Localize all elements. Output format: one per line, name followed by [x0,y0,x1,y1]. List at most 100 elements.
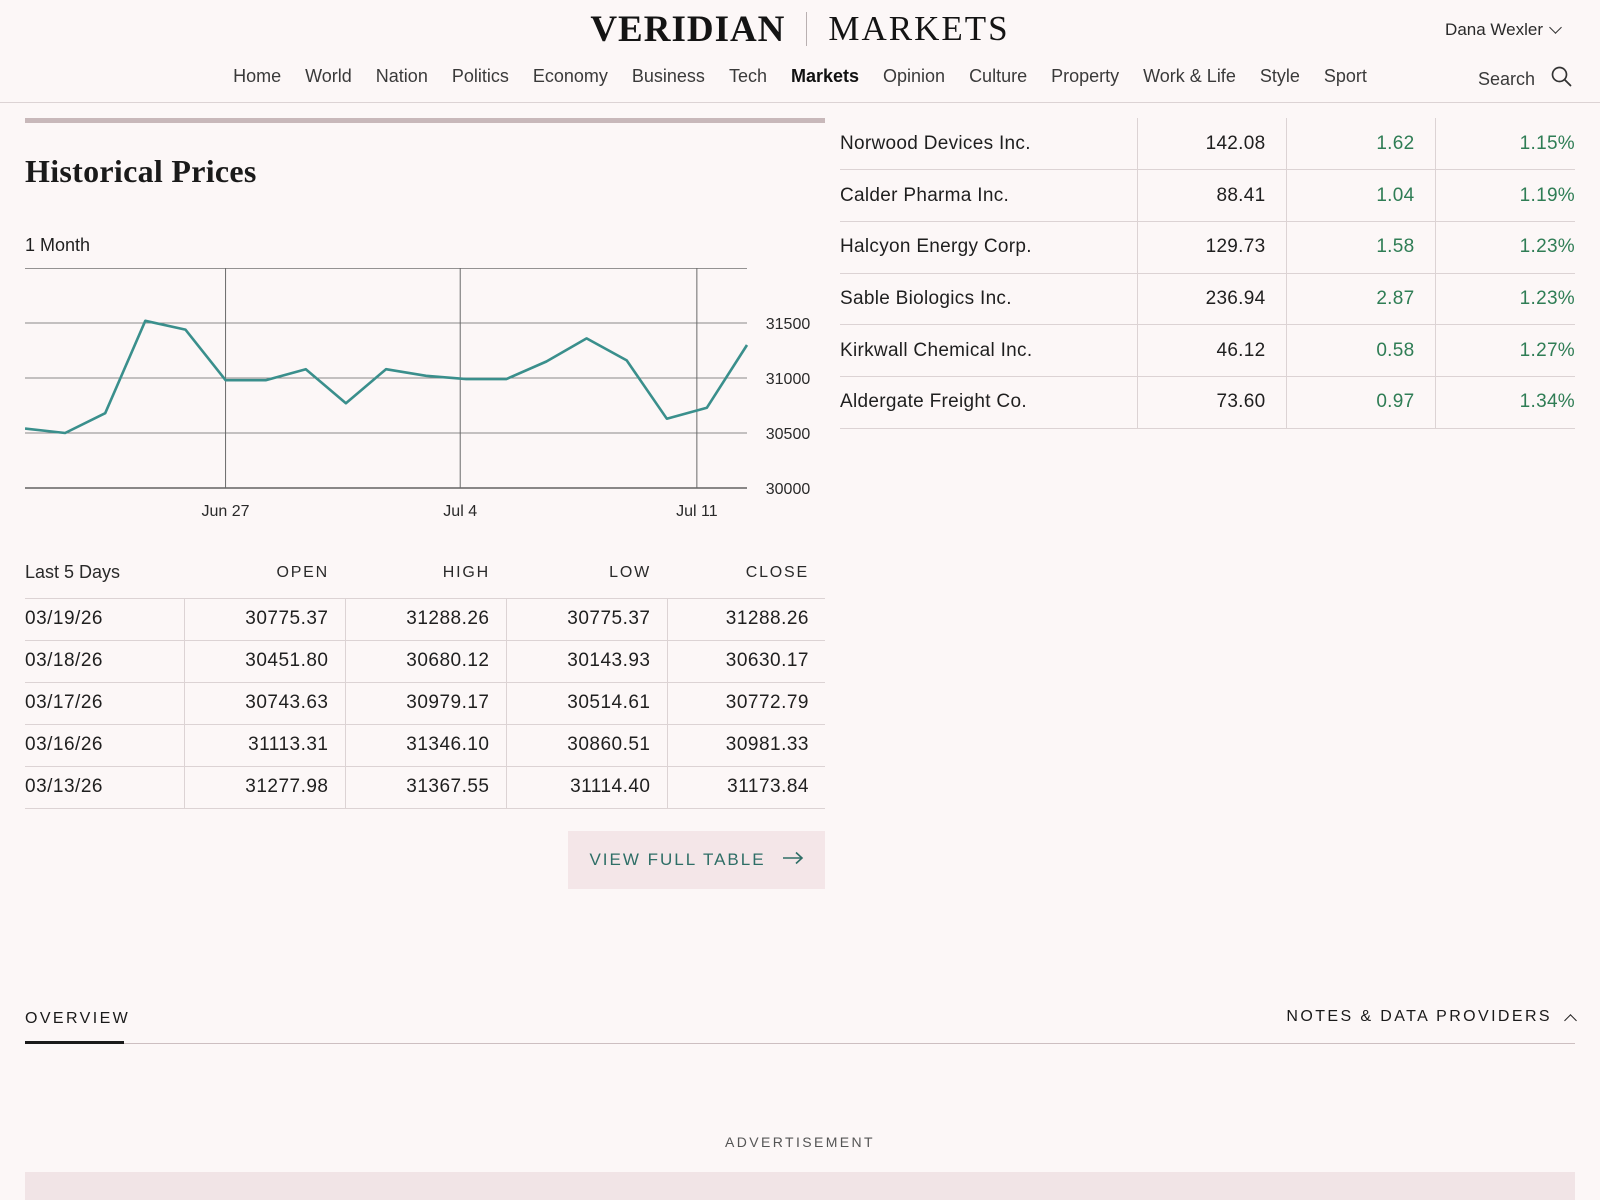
nav-item-home[interactable]: Home [233,66,282,86]
row-date: 03/18/26 [25,640,184,683]
section-title: Historical Prices [25,153,257,189]
masthead[interactable]: VERIDIAN MARKETS [0,6,1600,52]
advertisement-label: ADVERTISEMENT [725,1134,875,1150]
stock-price: 129.73 [1136,221,1286,274]
chart-y-tick-label: 30000 [766,481,811,498]
company-name[interactable]: Sable Biologics Inc. [840,273,1137,326]
column-header-high: HIGH [345,548,506,599]
tab-notes-label: NOTES & DATA PROVIDERS [1286,1008,1552,1025]
quote-row[interactable]: Aldergate Freight Co. 73.60 0.97 1.34% [840,376,1575,429]
row-open: 31113.31 [183,724,345,767]
row-open: 30743.63 [183,682,345,725]
active-tab-indicator [25,1041,124,1044]
view-full-table-button[interactable]: VIEW FULL TABLE [568,831,825,889]
row-close: 30772.79 [666,682,825,725]
user-name: Dana Wexler [1445,20,1543,39]
nav-item-markets[interactable]: Markets [790,66,860,86]
nav-item-business[interactable]: Business [631,66,705,86]
main-nav: Home World Nation Politics Economy Busin… [0,66,1600,92]
company-name[interactable]: Calder Pharma Inc. [840,169,1137,222]
row-date: 03/19/26 [25,598,184,641]
search-label: Search [1477,68,1535,89]
price-change: 0.58 [1285,324,1435,377]
nav-item-nation[interactable]: Nation [375,66,428,86]
chart-x-tick-label: Jul 11 [676,503,718,520]
row-high: 31346.10 [344,724,506,767]
range-label[interactable]: 1 Month [25,235,91,255]
row-close: 31288.26 [666,598,825,641]
table-row: 03/13/26 31277.98 31367.55 31114.40 3117… [25,766,825,809]
quote-row[interactable]: Sable Biologics Inc. 236.94 2.87 1.23% [840,273,1575,326]
percent-change: 1.34% [1434,376,1575,429]
historical-prices-section: Historical Prices 1 Month 31500 31000 3050… [25,118,825,918]
price-change: 1.58 [1285,221,1435,274]
row-open: 31277.98 [183,766,345,809]
chart-y-tick-label: 30500 [766,426,811,443]
nav-item-opinion[interactable]: Opinion [883,66,946,86]
section-name[interactable]: MARKETS [828,9,1010,48]
nav-item-politics[interactable]: Politics [451,66,509,86]
nav-item-work-life[interactable]: Work & Life [1143,66,1236,86]
table-label: Last 5 Days [25,548,184,599]
percent-change: 1.15% [1434,118,1575,171]
nav-item-sport[interactable]: Sport [1323,66,1367,86]
quote-row[interactable]: Kirkwall Chemical Inc. 46.12 0.58 1.27% [840,324,1575,377]
stock-price: 73.60 [1136,376,1286,429]
company-name[interactable]: Kirkwall Chemical Inc. [840,324,1137,377]
nav-item-economy[interactable]: Economy [532,66,608,86]
stock-price: 88.41 [1136,169,1286,222]
table-header-row: Last 5 Days OPEN HIGH LOW CLOSE [25,548,825,599]
percent-change: 1.27% [1434,324,1575,377]
column-header-low: LOW [506,548,667,599]
search-button[interactable]: Search [1478,66,1572,92]
quote-row[interactable]: Halcyon Energy Corp. 129.73 1.58 1.23% [840,221,1575,274]
percent-change: 1.23% [1434,221,1575,274]
price-change: 2.87 [1285,273,1435,326]
row-close: 30630.17 [666,640,825,683]
nav-item-world[interactable]: World [305,66,352,86]
row-date: 03/17/26 [25,682,184,725]
stock-price: 46.12 [1136,324,1286,377]
column-header-open: OPEN [184,548,345,599]
nav-item-style[interactable]: Style [1259,66,1300,86]
row-date: 03/13/26 [25,766,184,809]
price-change: 0.97 [1285,376,1435,429]
chart-y-tick-label: 31500 [766,316,811,333]
last-5-days-table: Last 5 Days OPEN HIGH LOW CLOSE 03/19/26… [25,548,825,809]
tab-overview[interactable]: OVERVIEW [25,1010,131,1027]
info-tabs: OVERVIEW NOTES & DATA PROVIDERS [25,1000,1577,1044]
table-row: 03/19/26 30775.37 31288.26 30775.37 3128… [25,598,825,641]
row-date: 03/16/26 [25,724,184,767]
company-name[interactable]: Norwood Devices Inc. [840,118,1137,171]
row-close: 31173.84 [666,766,825,809]
site-header: VERIDIAN MARKETS Dana Wexler Home World … [0,0,1600,103]
chevron-up-icon [1564,1013,1577,1027]
company-name[interactable]: Aldergate Freight Co. [840,376,1137,429]
price-change: 1.62 [1285,118,1435,171]
stock-price: 142.08 [1136,118,1286,171]
price-change: 1.04 [1285,169,1435,222]
row-open: 30451.80 [183,640,345,683]
table-row: 03/18/26 30451.80 30680.12 30143.93 3063… [25,640,825,683]
chart-svg: 31500 31000 30500 30000 Jun 27 Jul 4 Jul 11 [25,268,811,520]
tab-notes-data-providers[interactable]: NOTES & DATA PROVIDERS [1286,1008,1577,1027]
nav-item-tech[interactable]: Tech [728,66,767,86]
stock-price: 236.94 [1136,273,1286,326]
advertisement-slot[interactable] [25,1172,1575,1200]
chart-x-tick-label: Jul 4 [443,503,477,520]
company-name[interactable]: Halcyon Energy Corp. [840,221,1137,274]
column-header-close: CLOSE [667,548,825,599]
table-row: 03/17/26 30743.63 30979.17 30514.61 3077… [25,682,825,725]
brand-name[interactable]: VERIDIAN [590,8,786,50]
row-high: 30680.12 [344,640,506,683]
quote-row[interactable]: Norwood Devices Inc. 142.08 1.62 1.15% [840,118,1575,171]
user-menu[interactable]: Dana Wexler [1445,18,1562,42]
view-full-table-label: VIEW FULL TABLE [589,850,766,869]
percent-change: 1.19% [1434,169,1575,222]
nav-item-culture[interactable]: Culture [969,66,1028,86]
row-high: 30979.17 [344,682,506,725]
nav-item-property[interactable]: Property [1051,66,1120,86]
stock-quotes-table: Norwood Devices Inc. 142.08 1.62 1.15% C… [840,118,1575,429]
row-high: 31367.55 [344,766,506,809]
quote-row[interactable]: Calder Pharma Inc. 88.41 1.04 1.19% [840,169,1575,222]
